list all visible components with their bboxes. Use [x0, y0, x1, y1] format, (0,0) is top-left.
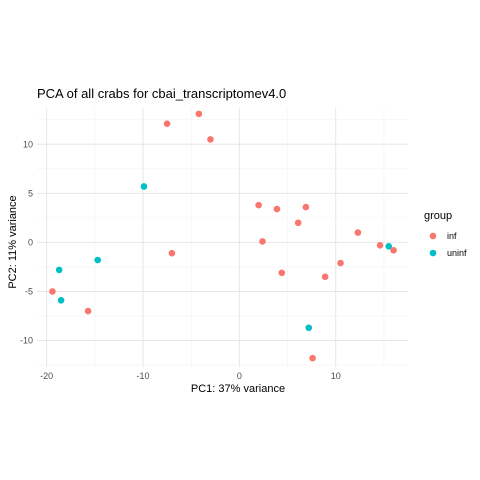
data-point-inf — [278, 269, 286, 277]
legend-key-inf — [429, 232, 437, 240]
y-tick-label: -10 — [20, 336, 33, 346]
data-point-uninf — [385, 243, 393, 250]
data-point-inf — [49, 288, 56, 295]
y-tick-label: 5 — [28, 188, 33, 198]
data-point-uninf — [94, 256, 102, 264]
chart-title: PCA of all crabs for cbai_transcriptomev… — [37, 86, 286, 101]
y-axis-title: PC2: 11% variance — [7, 195, 19, 288]
data-point-inf — [273, 205, 281, 213]
data-point-inf — [207, 136, 214, 143]
data-point-inf — [84, 307, 92, 315]
data-point-inf — [163, 120, 171, 127]
data-point-uninf — [55, 266, 63, 274]
legend-label-inf: inf — [447, 231, 457, 241]
data-point-inf — [255, 201, 262, 209]
data-points — [49, 110, 397, 362]
legend: group inf uninf — [424, 210, 467, 258]
data-point-uninf — [140, 183, 148, 190]
data-point-inf — [309, 354, 316, 362]
grid — [37, 108, 408, 367]
y-tick-label: -5 — [25, 286, 33, 296]
data-point-inf — [259, 238, 266, 245]
data-point-inf — [354, 229, 362, 236]
legend-key-uninf — [429, 249, 437, 257]
axis-ticks: -20 -10 0 10 -10 -5 0 5 10 — [20, 139, 341, 381]
data-point-inf — [302, 203, 310, 211]
data-point-inf — [337, 259, 344, 267]
data-point-inf — [294, 219, 302, 227]
x-tick-label: -10 — [136, 371, 149, 381]
y-tick-label: 0 — [28, 237, 33, 247]
y-tick-label: 10 — [23, 139, 33, 149]
data-point-uninf — [57, 296, 65, 304]
x-tick-label: 0 — [237, 371, 242, 381]
legend-label-uninf: uninf — [447, 248, 467, 258]
data-point-inf — [390, 246, 397, 254]
x-tick-label: -20 — [40, 371, 53, 381]
data-point-uninf — [305, 324, 313, 332]
data-point-inf — [195, 110, 203, 118]
data-point-inf — [168, 249, 176, 257]
legend-title: group — [424, 210, 452, 222]
data-point-inf — [321, 273, 329, 281]
x-tick-label: 10 — [331, 371, 341, 381]
data-point-inf — [376, 242, 384, 249]
x-axis-title: PC1: 37% variance — [191, 383, 285, 395]
